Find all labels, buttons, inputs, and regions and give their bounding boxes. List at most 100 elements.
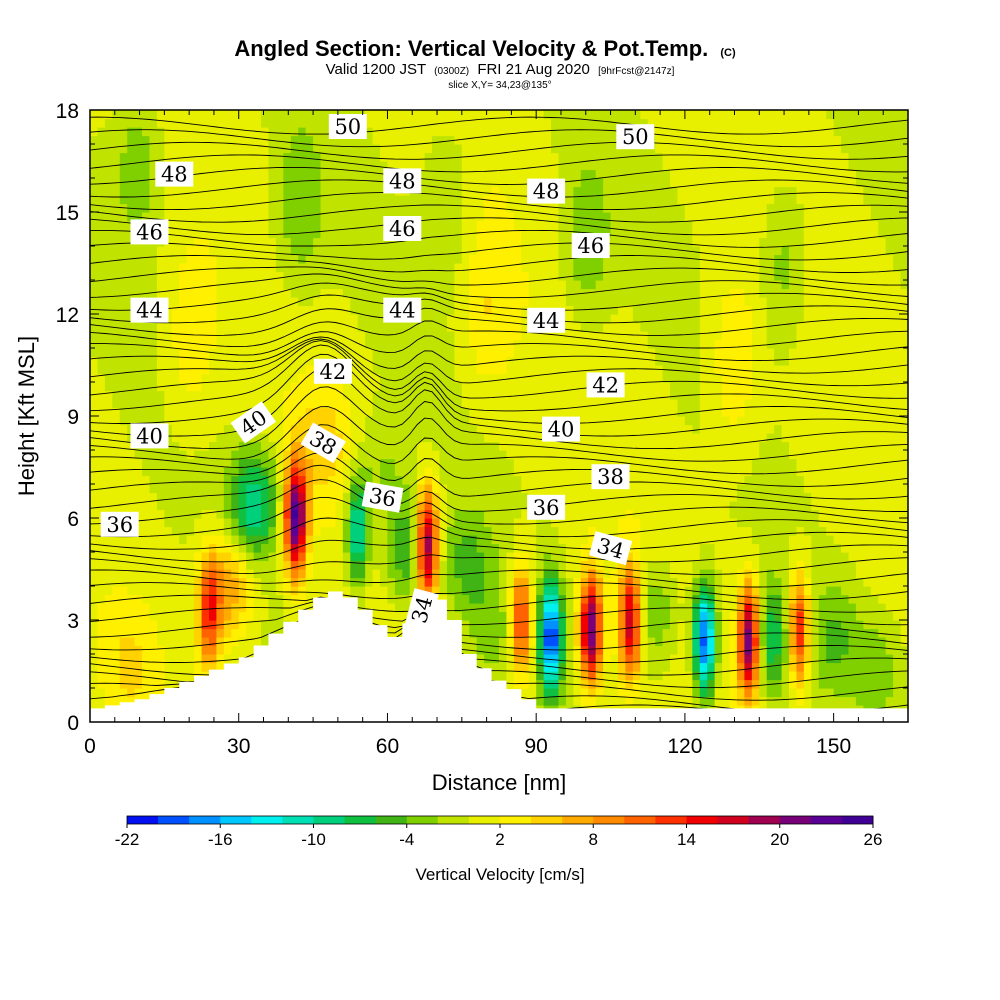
velocity-cell xyxy=(223,645,232,655)
velocity-cell xyxy=(194,458,203,468)
velocity-cell xyxy=(90,195,99,205)
velocity-cell xyxy=(104,594,113,604)
velocity-cell xyxy=(499,271,508,281)
velocity-cell xyxy=(580,195,589,205)
velocity-cell xyxy=(476,637,485,647)
velocity-cell xyxy=(603,628,612,638)
velocity-cell xyxy=(194,195,203,205)
velocity-cell xyxy=(223,220,232,230)
velocity-cell xyxy=(246,484,255,494)
velocity-cell xyxy=(372,416,381,426)
velocity-cell xyxy=(446,569,455,579)
velocity-cell xyxy=(506,560,515,570)
velocity-cell xyxy=(558,475,567,485)
velocity-cell xyxy=(208,458,218,468)
velocity-cell xyxy=(513,433,522,443)
velocity-cell xyxy=(499,654,508,664)
velocity-cell xyxy=(484,560,493,570)
velocity-cell xyxy=(454,552,463,562)
velocity-cell xyxy=(491,186,500,196)
velocity-cell xyxy=(402,560,411,570)
velocity-cell xyxy=(208,288,218,298)
velocity-cell xyxy=(119,195,128,205)
velocity-cell xyxy=(164,467,173,477)
velocity-cell xyxy=(372,450,381,460)
velocity-cell xyxy=(558,271,567,281)
velocity-cell xyxy=(506,433,515,443)
velocity-cell xyxy=(194,484,203,494)
velocity-cell xyxy=(208,195,218,205)
velocity-cell xyxy=(216,467,225,477)
velocity-cell xyxy=(417,543,426,553)
velocity-cell xyxy=(551,586,560,596)
velocity-cell xyxy=(290,467,299,477)
velocity-cell xyxy=(446,322,455,332)
velocity-cell xyxy=(454,569,463,579)
velocity-cell xyxy=(565,399,574,409)
velocity-cell xyxy=(327,263,336,273)
velocity-cell xyxy=(253,203,262,213)
velocity-cell xyxy=(171,433,180,443)
velocity-cell xyxy=(231,195,240,205)
velocity-cell xyxy=(424,348,433,358)
velocity-cell xyxy=(558,373,567,383)
velocity-cell xyxy=(261,178,270,188)
velocity-cell xyxy=(543,569,552,579)
velocity-cell xyxy=(149,501,158,511)
velocity-cell xyxy=(179,586,188,596)
velocity-cell xyxy=(394,611,403,621)
velocity-cell xyxy=(298,407,307,417)
velocity-cell xyxy=(543,628,552,638)
velocity-cell xyxy=(417,526,426,536)
velocity-cell xyxy=(499,288,508,298)
velocity-cell xyxy=(588,118,597,128)
velocity-cell xyxy=(521,407,530,417)
velocity-cell xyxy=(268,569,277,579)
velocity-cell xyxy=(327,135,336,145)
velocity-cell xyxy=(595,339,604,349)
velocity-cell xyxy=(90,322,99,332)
velocity-cell xyxy=(164,390,173,400)
velocity-cell xyxy=(186,229,195,239)
velocity-cell xyxy=(580,322,589,332)
velocity-cell xyxy=(156,560,165,570)
velocity-cell xyxy=(461,560,470,570)
velocity-cell xyxy=(469,492,478,502)
velocity-cell xyxy=(402,603,411,613)
velocity-cell xyxy=(90,475,99,485)
velocity-cell xyxy=(97,135,106,145)
velocity-cell xyxy=(238,127,247,137)
velocity-cell xyxy=(439,356,448,366)
velocity-cell xyxy=(327,543,336,553)
velocity-cell xyxy=(268,611,277,621)
velocity-cell xyxy=(536,424,545,434)
velocity-cell xyxy=(104,220,113,230)
velocity-cell xyxy=(156,535,165,545)
velocity-cell xyxy=(476,373,485,383)
velocity-cell xyxy=(298,169,307,179)
velocity-cell xyxy=(142,203,151,213)
velocity-cell xyxy=(201,518,210,528)
velocity-cell xyxy=(387,373,396,383)
velocity-cell xyxy=(335,552,344,562)
velocity-cell xyxy=(261,637,270,647)
velocity-cell xyxy=(142,110,151,120)
velocity-cell xyxy=(417,560,426,570)
velocity-cell xyxy=(365,110,374,120)
velocity-cell xyxy=(461,118,470,128)
velocity-cell xyxy=(313,339,322,349)
velocity-cell xyxy=(387,263,396,273)
velocity-cell xyxy=(521,305,530,315)
velocity-cell xyxy=(491,144,500,154)
velocity-cell xyxy=(275,433,284,443)
velocity-cell xyxy=(432,492,441,502)
velocity-cell xyxy=(290,526,299,536)
velocity-cell xyxy=(298,467,307,477)
velocity-cell xyxy=(90,220,99,230)
velocity-cell xyxy=(305,569,314,579)
velocity-cell xyxy=(432,322,441,332)
velocity-cell xyxy=(313,416,322,426)
velocity-cell xyxy=(149,645,158,655)
velocity-cell xyxy=(283,280,292,290)
velocity-cell xyxy=(104,501,113,511)
